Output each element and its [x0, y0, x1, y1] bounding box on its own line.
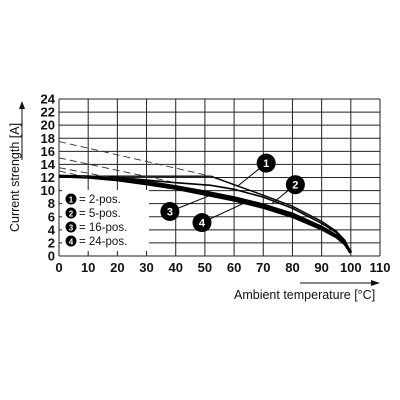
marker-number-1: 1 [263, 158, 269, 170]
legend-marker-4 [65, 235, 77, 247]
legend-marker-3 [65, 221, 77, 233]
derating-dashed-2 [58, 157, 176, 184]
x-tick-label: 70 [256, 260, 270, 275]
x-tick-label: 90 [314, 260, 328, 275]
legend-background [62, 190, 149, 251]
legend-marker-number-1: 1 [69, 196, 74, 205]
legend-marker-number-2: 2 [69, 210, 74, 219]
y-axis-title: Current strength [A] [8, 123, 22, 232]
legend: 1 = 2-pos. 2 = 5-pos. 3 = 16-pos. 4 = 24-pos. [62, 190, 149, 251]
y-axis-arrow-head [19, 101, 25, 109]
legend-label-2: = 5-pos. [79, 208, 121, 220]
x-tick-label: 100 [340, 260, 362, 275]
x-axis-arrow-head [371, 280, 380, 286]
y-tick-label: 14 [41, 157, 56, 172]
legend-marker-number-3: 3 [69, 224, 74, 233]
y-tick-label: 8 [48, 196, 55, 211]
y-tick-label: 10 [41, 183, 55, 198]
marker-circle-1 [256, 153, 276, 173]
y-tick-label: 4 [48, 222, 56, 237]
derating-dashed-3 [58, 167, 118, 180]
y-tick-label: 24 [41, 92, 56, 107]
y-tick-label: 18 [41, 131, 55, 146]
marker-circle-4 [192, 213, 212, 233]
x-tick-label: 0 [55, 260, 62, 275]
legend-label-1: = 2-pos. [79, 194, 121, 206]
y-tick-label: 16 [41, 144, 55, 159]
y-tick-label: 12 [41, 170, 55, 185]
x-axis-title: Ambient temperature [°C] [234, 288, 375, 302]
x-tick-label: 30 [139, 260, 153, 275]
y-tick-label: 22 [41, 105, 55, 120]
derating-dashed-1 [58, 141, 211, 177]
y-tick-label: 0 [48, 249, 55, 264]
marker-number-3: 3 [167, 207, 173, 219]
x-tick-label: 40 [168, 260, 182, 275]
x-tick-label: 60 [227, 260, 241, 275]
series-line-1 [59, 175, 352, 254]
marker-circle-2 [285, 175, 305, 195]
y-tick-label: 6 [48, 209, 55, 224]
legend-marker-1 [65, 193, 77, 205]
legend-label-3: = 16-pos. [79, 222, 127, 234]
marker-circle-3 [160, 202, 180, 222]
marker-number-4: 4 [199, 218, 206, 230]
legend-label-4: = 24-pos. [79, 236, 127, 248]
series-line-2 [58, 175, 352, 254]
x-tick-label: 20 [110, 260, 124, 275]
x-tick-label: 80 [285, 260, 299, 275]
legend-marker-2 [65, 207, 77, 219]
derating-dashed-4 [58, 170, 89, 178]
grid [58, 98, 381, 257]
series-group [58, 141, 353, 254]
marker-number-2: 2 [292, 180, 298, 192]
x-tick-label: 110 [370, 260, 391, 275]
x-tick-label: 10 [81, 260, 95, 275]
x-tick-label: 50 [198, 260, 212, 275]
series-line-4 [58, 174, 352, 254]
y-tick-label: 20 [41, 118, 55, 133]
legend-marker-number-4: 4 [69, 238, 74, 247]
y-tick-label: 2 [48, 235, 55, 250]
